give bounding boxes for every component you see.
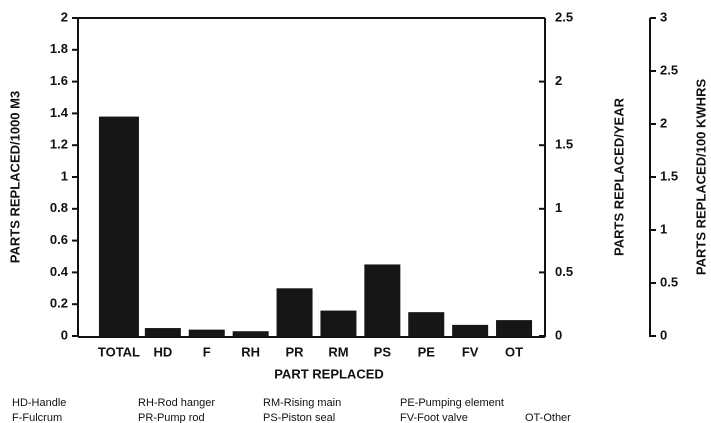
- bar: [188, 329, 225, 336]
- bar: [232, 331, 269, 336]
- y-tick-label: 2: [61, 9, 68, 24]
- y-tick-label: 0.6: [50, 232, 68, 247]
- legend-note: RH-Rod hanger: [138, 397, 215, 409]
- y2-tick-label: 0: [555, 327, 562, 342]
- y-axis-label: PARTS REPLACED/1000 M3: [7, 91, 22, 263]
- y3-tick-label: 2: [660, 115, 667, 130]
- legend-note: F-Fulcrum: [12, 412, 62, 423]
- y3-axis-label: PARTS REPLACED/100 KWHRS: [693, 79, 708, 276]
- y2-tick-label: 1.5: [555, 137, 573, 152]
- x-tick-label: F: [203, 344, 211, 359]
- x-tick-label: PE: [418, 344, 436, 359]
- legend-note: RM-Rising main: [263, 397, 341, 409]
- y-tick-label: 1.2: [50, 137, 68, 152]
- y-tick-label: 1: [61, 168, 68, 183]
- bar: [276, 288, 313, 336]
- bar: [408, 312, 445, 336]
- legend-note: FV-Foot valve: [400, 412, 468, 423]
- legend-note: PS-Piston seal: [263, 412, 335, 423]
- y2-tick-label: 0.5: [555, 264, 573, 279]
- y3-tick-label: 3: [660, 9, 667, 24]
- y2-tick-label: 1: [555, 200, 562, 215]
- y-tick-label: 1.6: [50, 73, 68, 88]
- x-axis-label: PART REPLACED: [274, 366, 384, 381]
- y3-tick-label: 0: [660, 327, 667, 342]
- y-tick-label: 1.4: [50, 105, 69, 120]
- x-tick-label: RH: [241, 344, 260, 359]
- x-tick-label: HD: [153, 344, 172, 359]
- y2-tick-label: 2: [555, 73, 562, 88]
- y-tick-label: 0.2: [50, 296, 68, 311]
- x-tick-label: PR: [286, 344, 305, 359]
- x-tick-label: OT: [505, 344, 523, 359]
- y-tick-label: 0.4: [50, 264, 69, 279]
- bar: [452, 324, 489, 336]
- y-tick-label: 0.8: [50, 200, 68, 215]
- y3-tick-label: 1: [660, 221, 667, 236]
- x-tick-label: RM: [328, 344, 348, 359]
- bar: [144, 328, 181, 336]
- x-tick-label: TOTAL: [98, 344, 140, 359]
- y3-tick-label: 2.5: [660, 62, 678, 77]
- x-tick-label: FV: [462, 344, 479, 359]
- bar: [496, 320, 533, 336]
- bar: [320, 310, 357, 336]
- y3-tick-label: 0.5: [660, 274, 678, 289]
- bar: [364, 264, 401, 336]
- legend-note: PR-Pump rod: [138, 412, 205, 423]
- bar: [98, 116, 139, 336]
- y2-axis-label: PARTS REPLACED/YEAR: [611, 97, 626, 256]
- legend-note: PE-Pumping element: [400, 397, 504, 409]
- legend-note: HD-Handle: [12, 397, 66, 409]
- y-tick-label: 1.8: [50, 41, 68, 56]
- legend-note: OT-Other: [525, 412, 571, 423]
- y3-tick-label: 1.5: [660, 168, 678, 183]
- y-tick-label: 0: [61, 327, 68, 342]
- x-tick-label: PS: [374, 344, 392, 359]
- y2-tick-label: 2.5: [555, 9, 573, 24]
